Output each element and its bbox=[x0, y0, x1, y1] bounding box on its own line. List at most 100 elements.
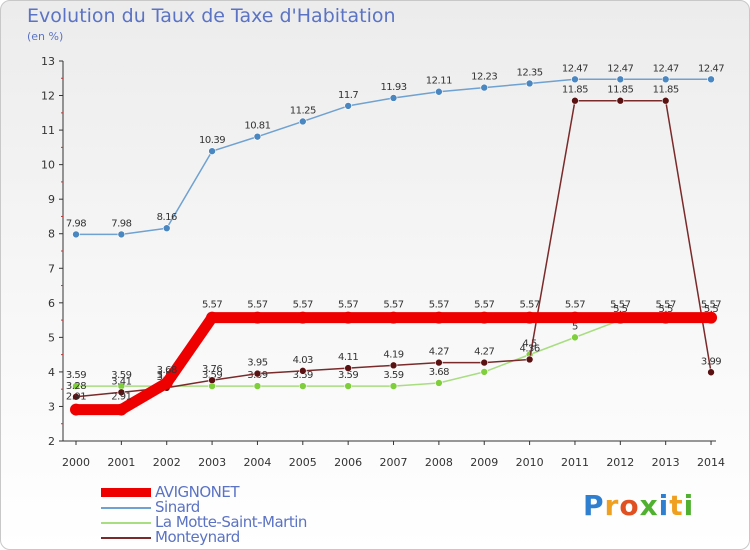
data-point bbox=[342, 311, 355, 324]
data-point bbox=[72, 392, 80, 401]
data-point bbox=[72, 230, 80, 239]
data-label: 3.28 bbox=[66, 381, 86, 392]
data-point bbox=[525, 355, 534, 364]
data-point bbox=[523, 311, 536, 324]
y-tick-label: 13 bbox=[41, 55, 55, 68]
data-point bbox=[117, 388, 126, 397]
data-point bbox=[72, 382, 80, 390]
data-label: 3.95 bbox=[247, 358, 267, 369]
y-tick-label: 11 bbox=[41, 124, 55, 137]
data-label: 5.57 bbox=[565, 300, 585, 311]
legend-label-avignonet: AVIGNONET bbox=[155, 483, 240, 501]
data-point bbox=[389, 382, 398, 390]
data-point bbox=[115, 403, 128, 416]
y-tick-label: 12 bbox=[41, 90, 55, 103]
x-tick-label: 2002 bbox=[153, 456, 181, 469]
x-tick-label: 2007 bbox=[380, 456, 408, 469]
data-label: 3.68 bbox=[429, 367, 449, 378]
data-label: 3.59 bbox=[338, 370, 358, 381]
data-point bbox=[435, 379, 443, 387]
data-label: 11.85 bbox=[562, 85, 588, 96]
data-point bbox=[296, 311, 309, 324]
data-label: 7.98 bbox=[111, 218, 131, 229]
data-point bbox=[659, 311, 672, 324]
data-label: 11.7 bbox=[338, 90, 358, 101]
x-tick-label: 2012 bbox=[606, 456, 634, 469]
data-point bbox=[616, 96, 625, 105]
y-tick-label: 9 bbox=[48, 193, 55, 206]
data-point bbox=[707, 368, 715, 377]
data-label: 12.47 bbox=[562, 63, 588, 74]
data-label: 4.11 bbox=[338, 352, 358, 363]
data-label: 11.85 bbox=[653, 85, 679, 96]
data-point bbox=[571, 333, 579, 342]
proxiti-logo: Proxiti bbox=[583, 489, 694, 522]
series-line-sinard bbox=[76, 78, 712, 236]
data-point bbox=[70, 403, 82, 416]
data-point bbox=[705, 311, 718, 324]
x-tick-label: 2000 bbox=[62, 456, 90, 469]
data-label: 3.59 bbox=[111, 370, 131, 381]
data-label: 12.23 bbox=[471, 72, 497, 83]
data-label: 3.59 bbox=[383, 370, 403, 381]
data-label: 5.57 bbox=[610, 300, 630, 311]
x-tick-label: 2004 bbox=[243, 456, 271, 469]
data-label: 4.27 bbox=[429, 347, 449, 358]
data-label: 10.81 bbox=[244, 121, 270, 132]
data-label: 4.36 bbox=[519, 343, 539, 354]
data-label: 8.16 bbox=[157, 212, 177, 223]
data-point bbox=[389, 361, 398, 370]
data-point bbox=[208, 376, 216, 385]
data-point bbox=[206, 311, 219, 324]
data-label: 5 bbox=[572, 321, 578, 332]
legend-label-monteynard: Monteynard bbox=[155, 528, 240, 546]
data-label: 5.57 bbox=[202, 300, 222, 311]
data-label: 5.57 bbox=[656, 300, 676, 311]
data-label: 3.76 bbox=[202, 364, 222, 375]
logo-letter: o bbox=[619, 489, 640, 522]
y-tick-label: 7 bbox=[48, 262, 55, 275]
x-tick-label: 2005 bbox=[289, 456, 317, 469]
legend-label-la-motte-saint-martin: La Motte-Saint-Martin bbox=[155, 513, 307, 531]
data-point bbox=[478, 311, 491, 324]
data-point bbox=[616, 75, 625, 84]
legend-swatch-monteynard bbox=[101, 537, 151, 539]
data-point bbox=[661, 96, 670, 105]
logo-letter: x bbox=[639, 489, 659, 522]
chart-unit: (en %) bbox=[27, 30, 64, 43]
data-point bbox=[571, 75, 579, 84]
data-label: 3.59 bbox=[293, 370, 313, 381]
data-label: 5.5 bbox=[658, 304, 673, 315]
x-tick-label: 2014 bbox=[697, 456, 725, 469]
data-label: 7.98 bbox=[66, 218, 86, 229]
data-label: 2.91 bbox=[111, 392, 131, 403]
x-tick-label: 2008 bbox=[425, 456, 453, 469]
data-label: 12.47 bbox=[653, 63, 679, 74]
y-tick-label: 8 bbox=[48, 228, 55, 241]
data-point bbox=[253, 369, 262, 378]
data-point bbox=[480, 368, 489, 376]
data-label: 5.57 bbox=[474, 300, 494, 311]
data-label: 2.91 bbox=[66, 392, 86, 403]
data-label: 12.11 bbox=[426, 76, 452, 87]
data-point bbox=[253, 132, 262, 141]
data-point bbox=[344, 364, 352, 372]
logo-letter: i bbox=[683, 489, 695, 522]
legend-label-sinard: Sinard bbox=[155, 498, 200, 516]
legend: AVIGNONET Sinard La Motte-Saint-Martin M… bbox=[101, 483, 361, 546]
y-tick-label: 10 bbox=[41, 159, 55, 172]
logo-letter: i bbox=[658, 489, 670, 522]
data-label: 11.25 bbox=[290, 105, 316, 116]
chart-title: Evolution du Taux de Taxe d'Habitation bbox=[27, 5, 396, 27]
data-label: 3.59 bbox=[202, 370, 222, 381]
legend-item-la-motte-saint-martin: La Motte-Saint-Martin bbox=[101, 513, 361, 531]
data-label: 5.5 bbox=[704, 304, 719, 315]
data-label: 3.99 bbox=[701, 356, 721, 367]
x-tick-label: 2001 bbox=[107, 456, 135, 469]
data-point bbox=[661, 75, 670, 84]
legend-swatch-avignonet bbox=[101, 488, 151, 497]
data-label: 5.57 bbox=[701, 300, 721, 311]
data-label: 3.59 bbox=[66, 370, 86, 381]
data-point bbox=[480, 83, 489, 92]
